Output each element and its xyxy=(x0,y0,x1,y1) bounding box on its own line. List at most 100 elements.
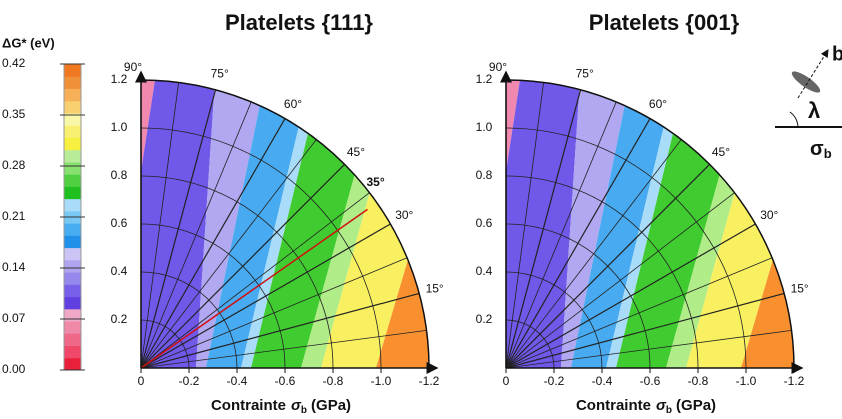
colorbar-cell xyxy=(64,223,81,236)
radial-grid-line xyxy=(140,192,370,369)
x-label-text: Contrainte xyxy=(211,397,286,414)
radial-grid-line xyxy=(505,82,544,369)
radial-line xyxy=(505,163,711,369)
x-tick-label: -0.6 xyxy=(640,374,661,388)
radial-line xyxy=(505,292,785,369)
x-tick-label: -1.2 xyxy=(419,374,440,388)
x-label-symbol: σ xyxy=(291,397,302,414)
colorbar-cell xyxy=(64,333,81,347)
y-tick-label: 0.4 xyxy=(111,264,128,278)
colorbar-cell xyxy=(64,125,81,138)
y-tick-label: 0.4 xyxy=(476,264,493,278)
inset: b λ σb xyxy=(775,43,842,161)
radial-grid-line xyxy=(140,82,179,369)
angle-label: 60° xyxy=(649,97,667,111)
radial-grid-line xyxy=(505,330,792,369)
radial-grid-line xyxy=(140,257,408,369)
x-axis-label: Contrainte σb (GPa) xyxy=(211,397,351,416)
x-tick-label: -0.4 xyxy=(227,374,248,388)
angle-label: 15° xyxy=(426,281,444,295)
radial-line xyxy=(140,292,420,369)
radial-grid-line xyxy=(140,330,427,369)
polar-plot: 0.2 0.4 0.6 0.8 1.0 1.2 15° 30° 45° 60° 75° 90° 35° 0… xyxy=(111,10,444,416)
colorbar-cell xyxy=(64,149,81,163)
outer-arc xyxy=(505,79,795,369)
y-tick-label: 0.6 xyxy=(111,216,128,230)
colorbar-tick-label: 0.42 xyxy=(2,56,26,70)
y-tick-label: 1.2 xyxy=(476,72,493,86)
y-tick-label: 1.0 xyxy=(476,120,493,134)
x-label-sub: b xyxy=(666,405,672,416)
y-tick-label: 0.6 xyxy=(476,216,493,230)
chart-title: Platelets {001} xyxy=(589,10,740,35)
colorbar-cell xyxy=(64,296,81,310)
contour-band xyxy=(241,80,321,368)
x-tick-label: -1.2 xyxy=(784,374,805,388)
colorbar-cell xyxy=(64,112,81,126)
colorbar-cell xyxy=(64,321,81,334)
angle-label: 60° xyxy=(284,97,302,111)
x-tick-label: -0.8 xyxy=(688,374,709,388)
vector-label: b xyxy=(832,43,842,65)
y-tick-label: 0.8 xyxy=(476,168,493,182)
radial-grid-line xyxy=(505,139,682,369)
colorbar-tick-label: 0.21 xyxy=(2,209,26,223)
highlight-label: 35° xyxy=(367,175,385,189)
contour-band xyxy=(141,80,215,368)
angle-label: 90° xyxy=(124,60,142,74)
contour-band xyxy=(206,80,310,368)
highlight-line xyxy=(140,208,368,369)
x-label-unit: (GPa) xyxy=(311,397,351,414)
colorbar-cell xyxy=(64,357,81,371)
angle-label: 15° xyxy=(791,281,809,295)
colorbar-cell xyxy=(64,64,81,77)
radial-grid-line xyxy=(505,192,735,369)
x-tick-label: -0.6 xyxy=(275,374,296,388)
colorbar-cell xyxy=(64,272,81,285)
angle-label: λ xyxy=(808,98,820,123)
x-axis-label: Contrainte σb (GPa) xyxy=(576,397,716,416)
x-tick-label: 0 xyxy=(138,374,145,388)
stress-label: σb xyxy=(810,138,832,161)
y-tick-label: 1.0 xyxy=(111,120,128,134)
angle-label: 45° xyxy=(347,145,365,159)
x-tick-label: -1.0 xyxy=(371,374,392,388)
colorbar-cell xyxy=(64,174,81,187)
radial-line xyxy=(505,118,651,369)
x-tick-label: 0 xyxy=(503,374,510,388)
contour-band xyxy=(506,80,580,368)
colorbar-cell xyxy=(64,284,81,298)
radial-line xyxy=(140,163,346,369)
x-label-text: Contrainte xyxy=(576,397,651,414)
x-tick-label: -0.4 xyxy=(592,374,613,388)
y-tick-label: 1.2 xyxy=(111,72,128,86)
colorbar-cell xyxy=(64,137,81,151)
angle-label: 90° xyxy=(489,60,507,74)
platelet xyxy=(791,71,821,93)
colorbar-cell xyxy=(64,308,81,322)
x-label-unit: (GPa) xyxy=(676,397,716,414)
angle-label: 30° xyxy=(395,208,413,222)
x-tick-label: -0.8 xyxy=(323,374,344,388)
colorbar-tick-label: 0.28 xyxy=(2,158,26,172)
y-tick-label: 0.8 xyxy=(111,168,128,182)
colorbar-tick-label: 0.35 xyxy=(2,107,26,121)
y-tick-label: 0.2 xyxy=(111,312,128,326)
colorbar-cell xyxy=(64,259,81,273)
radial-grid-line xyxy=(505,257,773,369)
stress-symbol: σ xyxy=(810,138,824,160)
angle-label: 75° xyxy=(576,67,594,81)
chart-title: Platelets {111} xyxy=(225,10,373,35)
colorbar-tick-label: 0.00 xyxy=(2,362,26,376)
colorbar-cell xyxy=(64,247,81,261)
colorbar-cell xyxy=(64,235,81,249)
radial-line xyxy=(505,89,582,369)
colorbar-cell xyxy=(64,100,81,114)
radial-grid-line xyxy=(505,101,617,369)
stress-sub: b xyxy=(824,146,832,161)
radial-line xyxy=(505,223,756,369)
colorbar-title: ΔG* (eV) xyxy=(2,35,55,50)
x-tick-label: -0.2 xyxy=(179,374,200,388)
y-tick-label: 0.2 xyxy=(476,312,493,326)
